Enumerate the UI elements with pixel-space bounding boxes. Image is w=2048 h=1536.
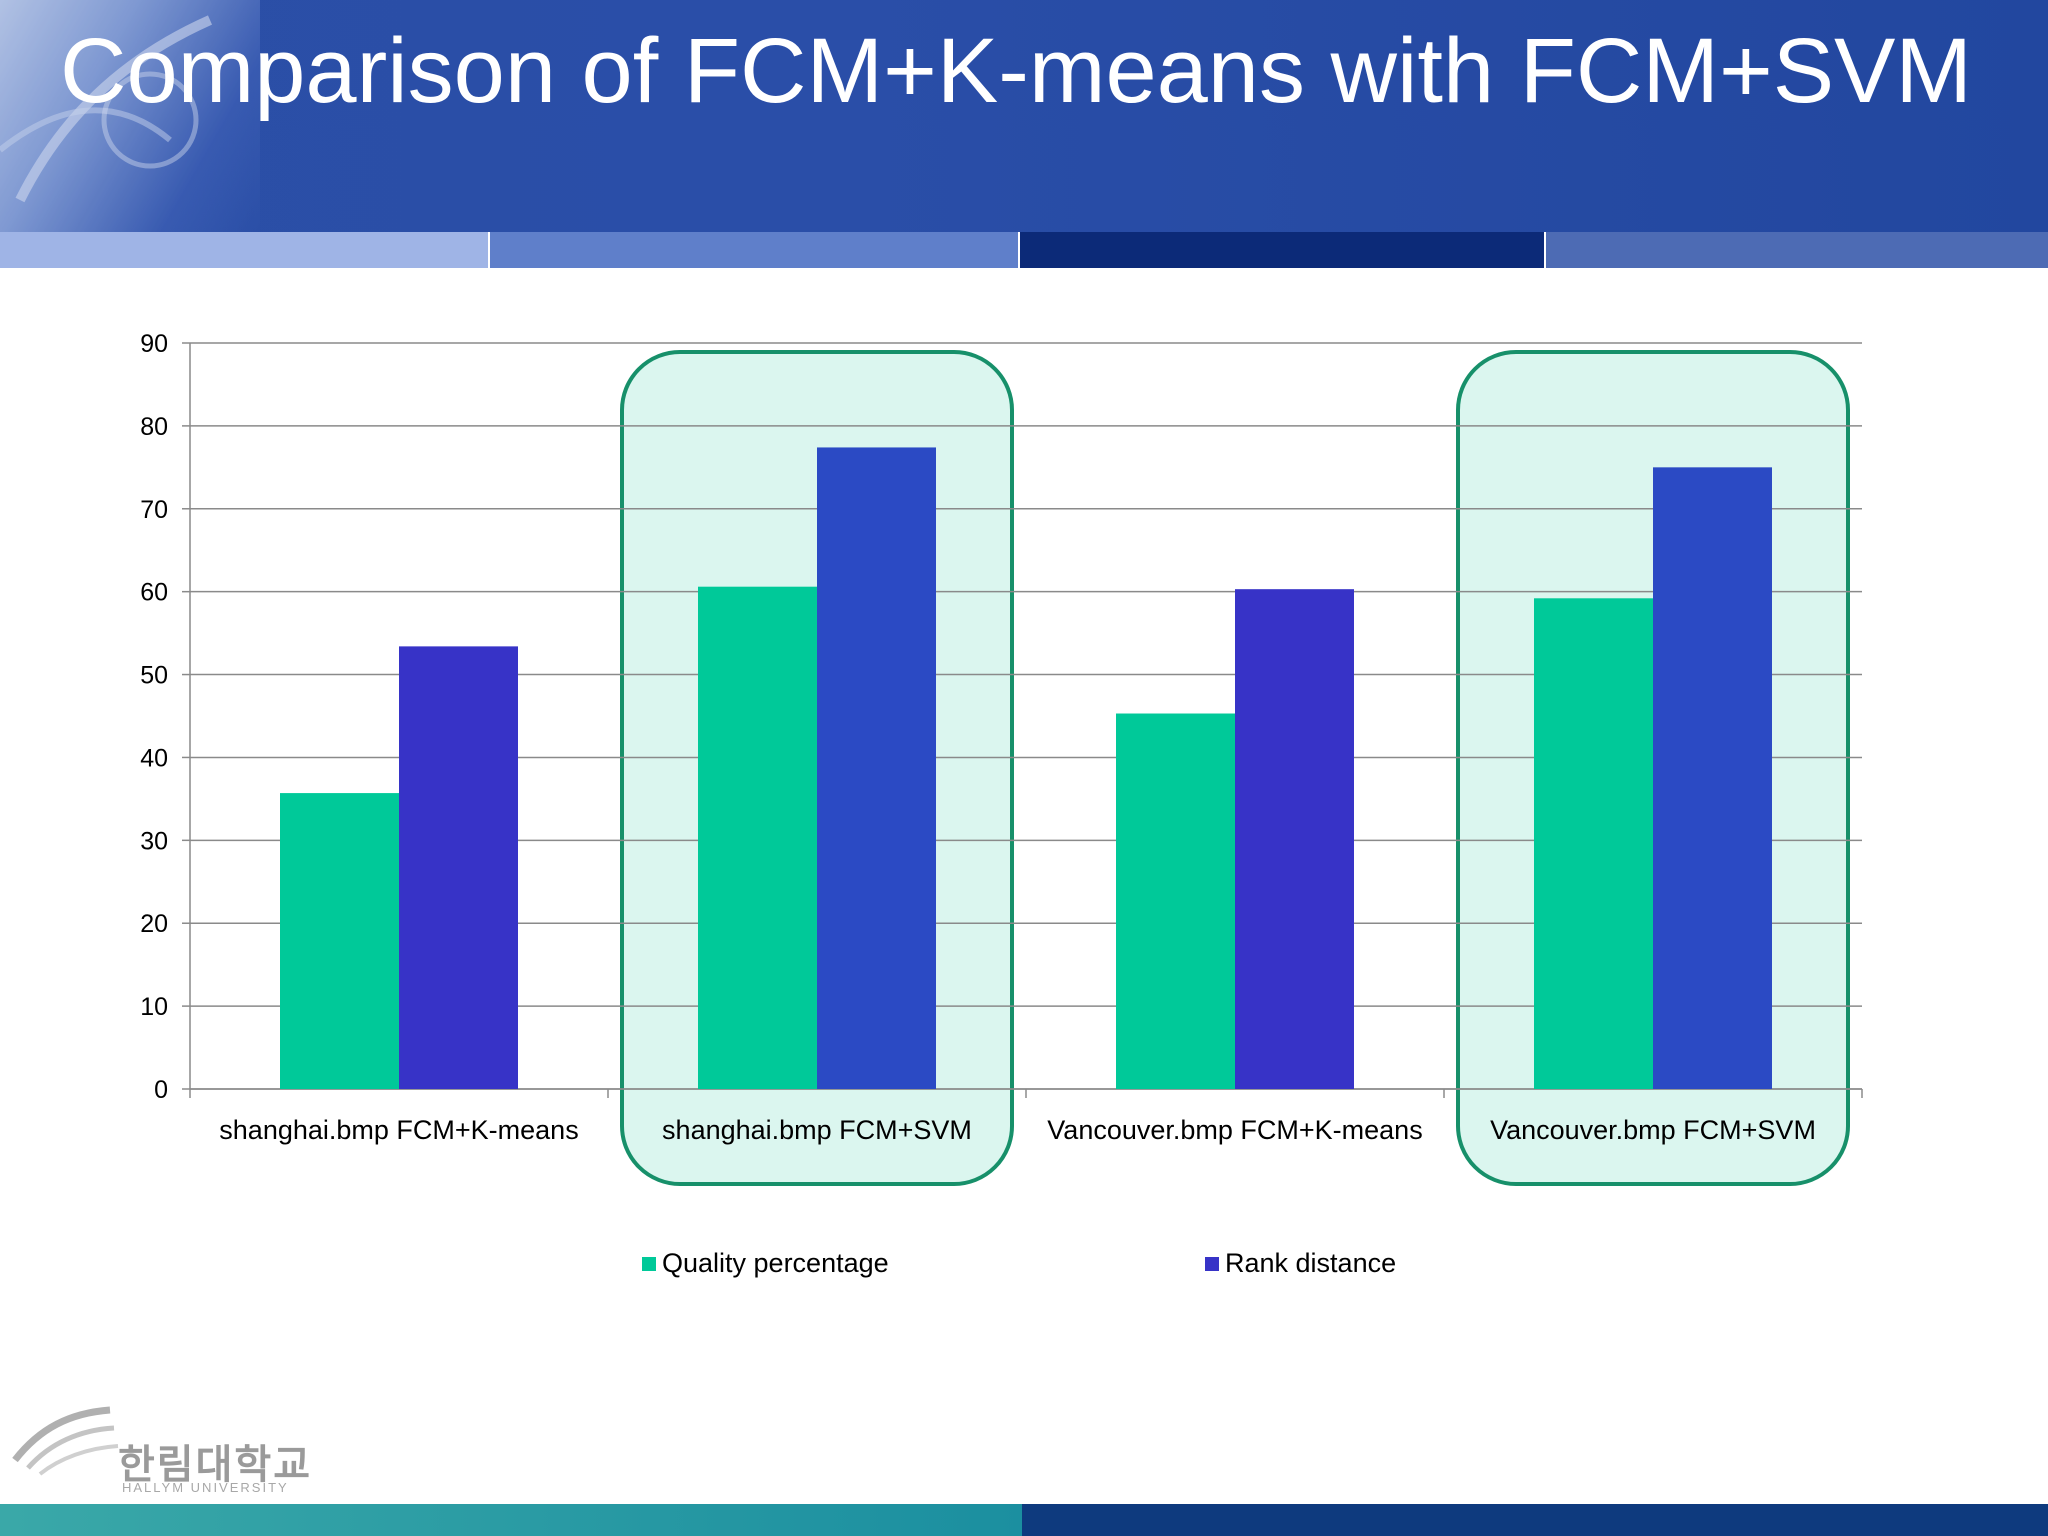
logo-english-text: HALLYM UNIVERSITY — [122, 1480, 289, 1495]
header-stripe — [490, 232, 1018, 268]
quality-swatch — [642, 1256, 656, 1271]
logo-wave-icon — [12, 1406, 119, 1476]
x-category-label: Vancouver.bmp FCM+K-means — [1047, 1115, 1422, 1145]
header-stripe — [1020, 232, 1544, 268]
university-logo: 한림대학교 HALLYM UNIVERSITY — [10, 1398, 320, 1498]
x-category-label: shanghai.bmp FCM+SVM — [662, 1115, 972, 1145]
bar-rank-distance — [399, 646, 518, 1089]
y-tick-label: 80 — [140, 413, 168, 441]
bar-rank-distance — [1653, 467, 1772, 1089]
y-tick-label: 30 — [140, 827, 168, 855]
y-tick-label: 10 — [140, 993, 168, 1021]
rank-swatch — [1205, 1256, 1219, 1271]
bar-chart: 0 10 20 30 40 50 60 70 80 90 shanghai.bmp FCM+K-me… — [140, 330, 1863, 1186]
logo-korean-text: 한림대학교 — [118, 1443, 312, 1487]
legend-item-quality: Quality percentage — [642, 1248, 889, 1279]
legend-label-quality: Quality percentage — [662, 1248, 889, 1278]
slide-title: Comparison of FCM+K-means with FCM+SVM — [60, 20, 1973, 122]
x-category-label: Vancouver.bmp FCM+SVM — [1490, 1115, 1816, 1145]
header-stripe — [1546, 232, 2048, 268]
slide-header: Comparison of FCM+K-means with FCM+SVM — [0, 0, 2048, 232]
y-tick-label: 60 — [140, 579, 168, 607]
x-category-label: shanghai.bmp FCM+K-means — [219, 1115, 578, 1145]
y-tick-label: 20 — [140, 910, 168, 938]
legend-item-rank: Rank distance — [1205, 1248, 1396, 1279]
bar-quality-percentage — [280, 793, 399, 1089]
bar-rank-distance — [817, 447, 936, 1089]
y-tick-label: 90 — [140, 330, 168, 358]
y-tick-label: 70 — [140, 496, 168, 524]
legend-label-rank: Rank distance — [1225, 1248, 1397, 1278]
header-decoration — [0, 0, 260, 232]
bar-rank-distance — [1235, 589, 1354, 1089]
bar-quality-percentage — [1534, 598, 1653, 1089]
footer-band-left — [0, 1504, 1022, 1536]
y-tick-label: 50 — [140, 662, 168, 690]
y-tick-label: 0 — [154, 1076, 168, 1104]
bar-quality-percentage — [1116, 713, 1235, 1089]
header-stripe — [0, 232, 488, 268]
footer-band-right — [1022, 1504, 2048, 1536]
y-tick-label: 40 — [140, 744, 168, 772]
bar-quality-percentage — [698, 586, 817, 1089]
